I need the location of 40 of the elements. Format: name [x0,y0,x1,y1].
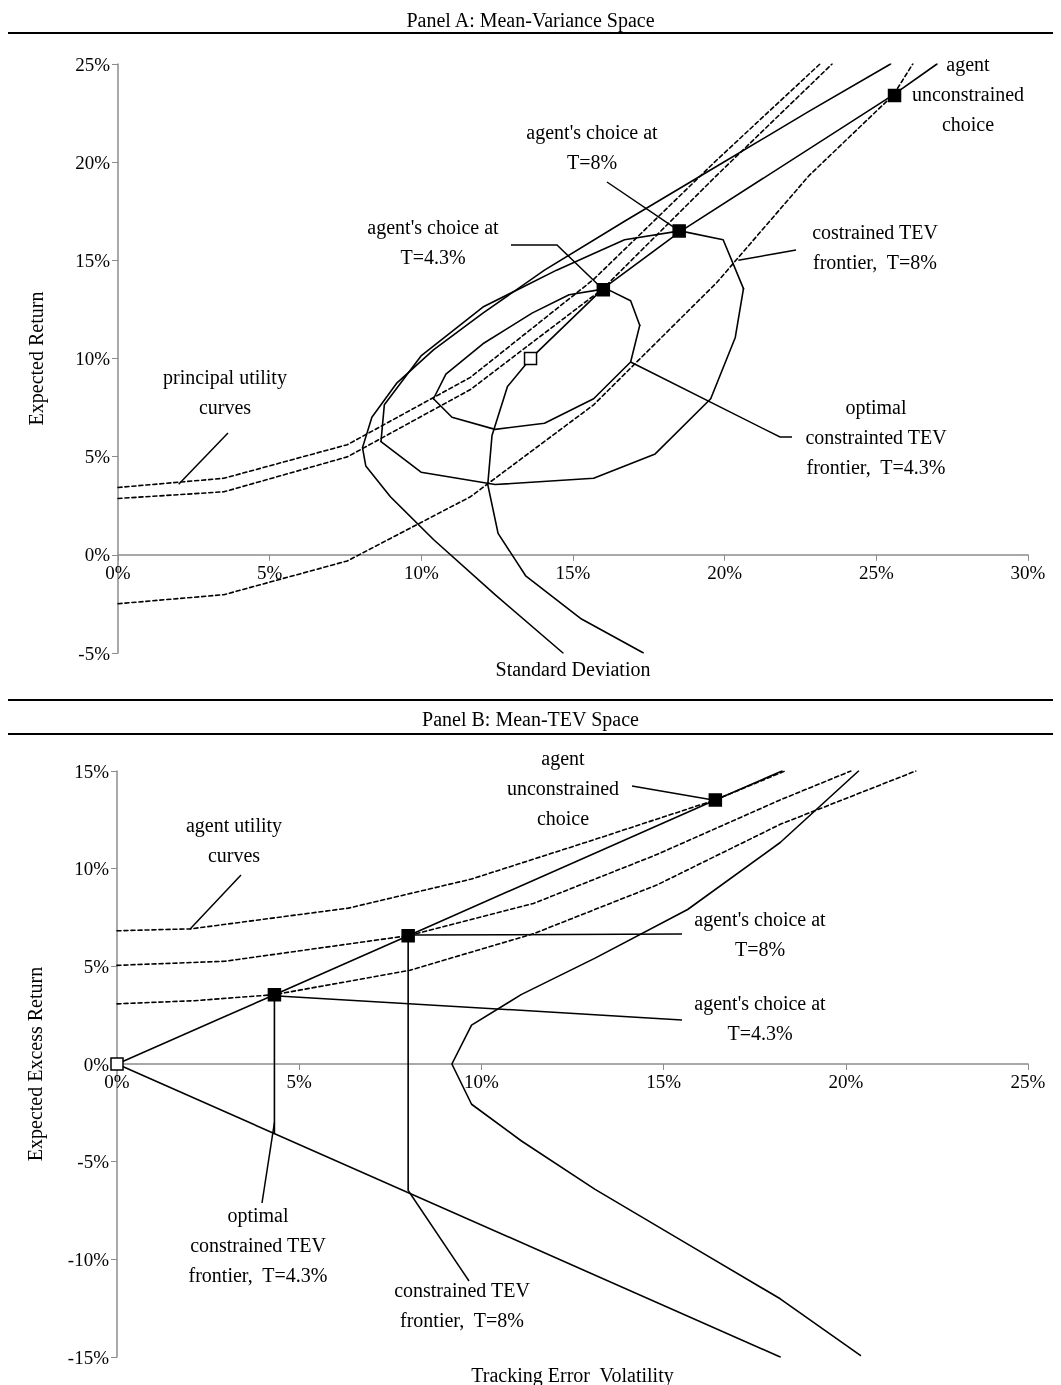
y-tick-label: 25% [75,53,111,75]
x-tick-label: 5% [286,1071,313,1092]
y-axis-title: Expected Return [25,291,48,426]
y-tick-label: 15% [74,760,110,782]
y-axis-title: Expected Excess Return [24,966,47,1162]
annotation: principal utility curves [163,366,287,418]
annotation: costrained TEV frontier, T=8% [812,221,939,273]
annotation: agent's choice at T=8% [694,908,827,960]
x-tick-label: 10% [463,1071,499,1092]
annotation: agent's choice at T=4.3% [694,992,827,1044]
y-tick-label: 5% [83,955,110,977]
y-tick-label: 15% [75,249,111,271]
y-tick-label: 20% [75,151,111,173]
chart-title: Panel B: Mean-TEV Space [8,699,1053,735]
annotation: agent's choice at T=8% [526,121,659,173]
x-axis-title: Standard Deviation [495,658,651,680]
annotation: agent unconstrained choice [506,747,620,829]
annotation: optimal constrainted TEV frontier, T=4.3% [805,396,948,478]
x-tick-label: 20% [707,561,743,583]
annotation: optimal constrained TEV frontier, T=4.3% [188,1204,328,1286]
x-tick-label: 15% [646,1071,682,1092]
y-tick-label: 10% [74,858,110,880]
chart-title: Panel A: Mean-Variance Space [8,8,1053,34]
x-tick-label: 20% [828,1071,864,1092]
y-tick-label: 5% [84,446,111,468]
y-tick-label: -10% [67,1248,110,1270]
x-tick-label: 25% [1010,1071,1046,1092]
y-tick-label: -5% [77,1151,110,1173]
annotation: agent utility curves [185,814,283,866]
x-tick-label: 5% [257,561,283,583]
x-tick-label: 15% [555,561,591,583]
x-tick-label: 10% [403,561,439,583]
y-tick-label: -5% [78,642,111,664]
x-tick-label: 30% [1010,561,1046,583]
y-tick-label: -15% [67,1346,110,1368]
x-tick-label: 25% [858,561,894,583]
annotation: agent unconstrained choice [911,53,1025,135]
y-tick-label: 10% [75,348,111,369]
annotation: constrained TEV frontier, T=8% [394,1279,531,1331]
annotation: agent's choice at T=4.3% [367,216,500,268]
